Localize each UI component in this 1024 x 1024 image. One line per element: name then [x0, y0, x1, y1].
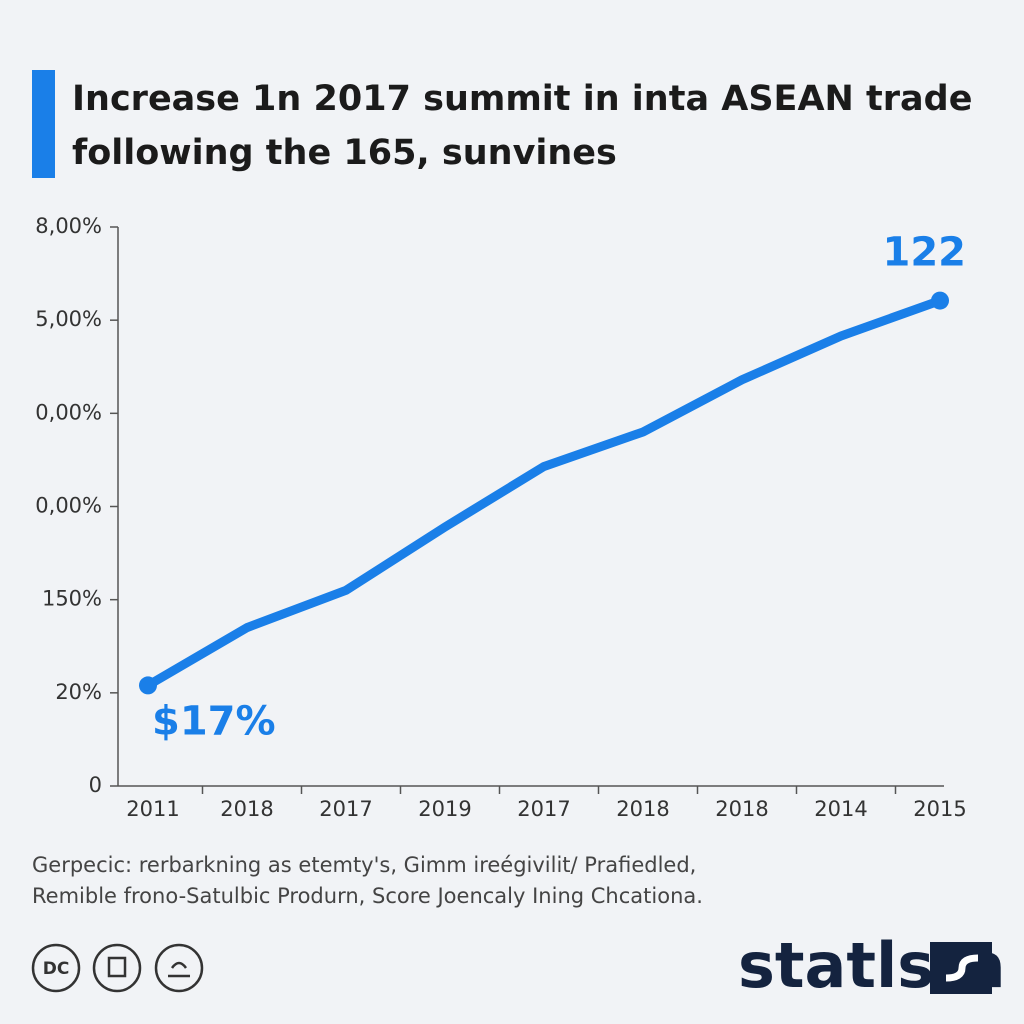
x-tick-label: 2019	[418, 797, 471, 821]
x-tick-label: 2017	[319, 797, 372, 821]
start-label: $17%	[152, 698, 276, 744]
x-tick-label: 2017	[517, 797, 570, 821]
y-tick-label: 0,00%	[35, 400, 102, 424]
icon-label: DC	[43, 959, 70, 979]
icon	[31, 943, 81, 993]
icon-glyph	[107, 956, 127, 978]
end-point	[931, 291, 949, 310]
chart-title: Increase 1n 2017 summit in inta ASEAN tr…	[72, 79, 972, 119]
x-tick-label: 2018	[220, 797, 273, 821]
trend-line	[143, 296, 945, 690]
end-point	[139, 676, 157, 695]
icon	[92, 943, 142, 993]
y-tick-label: 150%	[42, 587, 102, 611]
y-tick-label: 20%	[55, 680, 102, 704]
x-tick-label: 2018	[715, 797, 768, 821]
end-label: 122	[883, 230, 967, 276]
license-icons: DC	[31, 943, 204, 993]
y-tick-label: 8,00%	[35, 214, 102, 238]
chart-title: following the 165, sunvines	[72, 133, 617, 173]
x-tick-label: 2011	[126, 797, 179, 821]
icon	[154, 943, 204, 993]
source-note: Remible frono-Satulbic Produrn, Score Jo…	[32, 884, 703, 908]
brand-logo-glyph	[945, 954, 979, 982]
x-tick-label: 2018	[616, 797, 669, 821]
x-tick-label: 2014	[814, 797, 867, 821]
title-accent	[32, 70, 55, 178]
y-tick-label: 5,00%	[35, 307, 102, 331]
x-tick-label: 2015	[913, 797, 966, 821]
source-note: Gerpecic: rerbarkning as etemty's, Gimm …	[32, 853, 696, 877]
y-tick-label: 0	[89, 773, 102, 797]
icon-glyph	[168, 961, 190, 978]
y-tick-label: 0,00%	[35, 494, 102, 518]
